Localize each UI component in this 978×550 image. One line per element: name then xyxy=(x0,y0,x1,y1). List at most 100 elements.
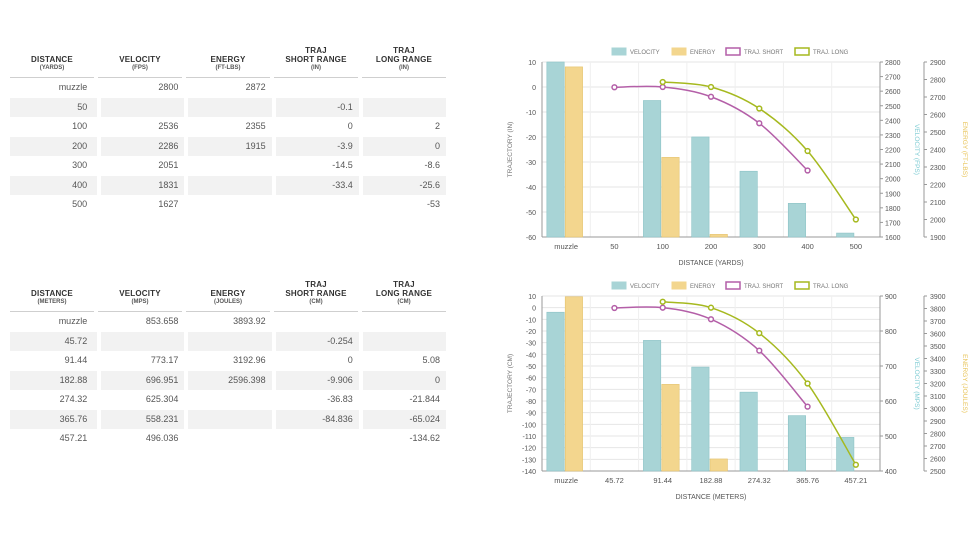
table-cell xyxy=(188,97,272,117)
y2-tick-label: 900 xyxy=(885,294,897,301)
ballistics-chart-meters: VELOCITY ENERGY TRAJ. SHORT TRAJ. LONG 10 0 -1… xyxy=(507,281,968,501)
table-cell: 2051 xyxy=(158,160,179,170)
traj-short-point xyxy=(659,83,666,91)
table-cell xyxy=(188,429,271,449)
y-tick-label: -30 xyxy=(526,341,536,348)
table-cell: -53 xyxy=(427,199,441,209)
table-row: 200 2286 1915 -3.9 0 xyxy=(8,136,448,156)
y-tick-label: -90 xyxy=(526,411,536,418)
energy-bar xyxy=(564,296,583,472)
column-unit: (IN) xyxy=(311,65,321,71)
y3-tick-label: 3800 xyxy=(930,307,946,314)
table-row: 365.76 558.231 -84.836 -65.024 xyxy=(8,409,448,429)
legend-swatch xyxy=(611,47,627,56)
legend-swatch xyxy=(794,281,810,290)
y2-tick-label: 1600 xyxy=(885,235,901,242)
table-cell: 500 xyxy=(72,199,88,209)
column-header: TRAJ SHORT RANGE (IN) xyxy=(274,46,358,78)
legend-label: ENERGY xyxy=(690,284,715,290)
y3-tick-label: 3200 xyxy=(930,382,946,389)
table-cell: 457.21 xyxy=(59,433,88,443)
table-cell: -21.844 xyxy=(409,394,441,404)
table-cell: 100 xyxy=(72,121,88,131)
velocity-bar xyxy=(739,170,758,238)
column-unit: (MPS) xyxy=(131,299,149,305)
y2-axis-label: VELOCITY (FPS) xyxy=(913,124,920,175)
column-unit: (METERS) xyxy=(37,299,67,305)
table-cell: 2800 xyxy=(158,82,179,92)
y2-tick-label: 1900 xyxy=(885,191,901,198)
column-unit: (IN) xyxy=(399,65,409,71)
x-tick-label: muzzle xyxy=(554,242,578,251)
column-unit: (FT-LBS) xyxy=(215,65,241,71)
table-row: 100 2536 2355 0 2 xyxy=(8,117,448,137)
velocity-bar xyxy=(836,437,855,472)
table-cell: 853.658 xyxy=(145,316,179,326)
legend-label: VELOCITY xyxy=(630,50,660,56)
column-header: TRAJ LONG RANGE (IN) xyxy=(362,46,446,78)
table-cell: 558.231 xyxy=(101,409,185,429)
y2-tick-label: 700 xyxy=(885,364,897,371)
table-cell: 45.72 xyxy=(10,331,98,351)
y2-tick-label: 2200 xyxy=(885,148,901,155)
y3-tick-label: 1900 xyxy=(930,235,946,242)
table-cell: -134.62 xyxy=(409,433,441,443)
y3-tick-label: 3300 xyxy=(930,369,946,376)
traj-short-point xyxy=(659,304,666,311)
y3-tick-label: 2600 xyxy=(930,113,946,120)
table-row: 500 1627 -53 xyxy=(8,195,448,215)
table-cell: 496.036 xyxy=(145,433,179,443)
x-tick-label: 91.44 xyxy=(653,476,672,485)
y3-tick-label: 2200 xyxy=(930,183,946,190)
y3-tick-label: 2800 xyxy=(930,78,946,85)
traj-short-point xyxy=(611,304,618,312)
table-cell: muzzle xyxy=(58,82,88,92)
x-tick-label: 100 xyxy=(656,242,669,251)
table-cell xyxy=(276,78,359,98)
table-row: 400 1831 -33.4 -25.6 xyxy=(8,175,448,195)
traj-long-point xyxy=(707,304,715,311)
table-cell xyxy=(276,195,359,215)
table-cell: 5.08 xyxy=(422,355,441,365)
table-row: 182.88 696.951 2596.398 -9.906 0 xyxy=(8,370,448,390)
y3-tick-label: 3700 xyxy=(930,319,946,326)
column-title: LONG RANGE xyxy=(375,289,433,298)
table-cell: -8.6 xyxy=(424,160,441,170)
y-tick-label: -10 xyxy=(526,110,536,117)
legend-swatch xyxy=(725,281,741,290)
table-cell: 3192.96 xyxy=(233,355,266,365)
column-header: VELOCITY (MPS) xyxy=(98,289,182,312)
column-title: LONG RANGE xyxy=(375,55,433,64)
velocity-bar xyxy=(691,136,710,238)
table-cell: 1831 xyxy=(101,175,185,195)
table-cell: 1627 xyxy=(158,199,179,209)
energy-bar xyxy=(564,66,583,238)
column-title: VELOCITY xyxy=(119,55,161,64)
x-tick-label: 200 xyxy=(705,242,718,251)
table-header: DISTANCE (YARDS) VELOCITY (FPS) ENERGY (FT-LB… xyxy=(8,42,448,78)
legend-swatch xyxy=(794,47,810,56)
table-cell: 2596.398 xyxy=(188,370,272,390)
traj-short-point xyxy=(707,93,715,100)
velocity-bar xyxy=(546,61,565,238)
y-tick-label: -20 xyxy=(526,329,536,336)
table-cell xyxy=(188,331,272,351)
y2-tick-label: 2500 xyxy=(885,104,901,111)
table-cell: -84.836 xyxy=(275,409,359,429)
table-cell: -14.5 xyxy=(332,160,353,170)
traj-long-point xyxy=(852,216,860,223)
x-tick-label: 365.76 xyxy=(796,476,819,485)
y-tick-label: -120 xyxy=(522,446,536,453)
column-title: TRAJ xyxy=(305,46,327,55)
y3-tick-label: 2700 xyxy=(930,444,946,451)
y3-tick-label: 2100 xyxy=(930,200,946,207)
y3-tick-label: 2500 xyxy=(930,469,946,476)
energy-bar xyxy=(661,157,680,238)
table-cell xyxy=(188,175,272,195)
column-header: ENERGY (FT-LBS) xyxy=(186,55,270,78)
table-cell xyxy=(276,312,359,332)
table-cell: 300 xyxy=(72,160,88,170)
table-cell xyxy=(101,331,185,351)
y-tick-label: 0 xyxy=(532,306,536,313)
y-tick-label: -20 xyxy=(526,135,536,142)
